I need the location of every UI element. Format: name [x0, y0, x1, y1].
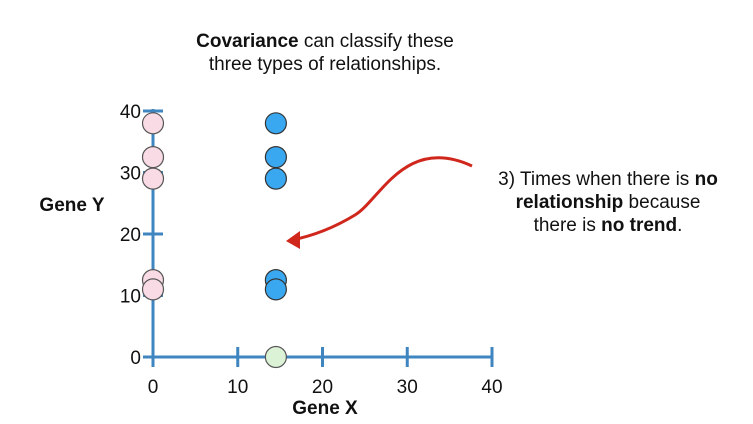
data-points — [141, 112, 287, 369]
annotation-mid: because — [623, 192, 701, 213]
y-axis-label: Gene Y — [39, 195, 104, 216]
annotation-text: 3) Times when there is no relationship b… — [462, 168, 753, 237]
data-point — [141, 278, 165, 301]
title-line1-rest: can classify these — [298, 31, 454, 52]
x-axis-label: Gene X — [292, 398, 358, 419]
data-point — [264, 345, 287, 369]
x-tick-label: 30 — [397, 377, 418, 398]
chart-title: Covariance can classify these three type… — [150, 30, 500, 76]
y-tick-label: 10 — [120, 287, 141, 308]
x-tick-label: 0 — [148, 377, 159, 398]
annotation-arrow — [291, 156, 473, 242]
title-bold: Covariance — [196, 31, 299, 52]
annotation-line3-prefix: there is — [533, 215, 602, 236]
data-point — [141, 112, 165, 135]
annotation-bold-no: no — [694, 169, 718, 190]
x-tick-label: 40 — [481, 377, 502, 398]
annotation-bold-no-trend: no trend — [601, 215, 678, 236]
y-tick-label: 20 — [120, 225, 141, 246]
y-tick-label: 40 — [120, 102, 141, 123]
x-tick-label: 10 — [227, 377, 248, 398]
y-tick-label: 30 — [120, 164, 141, 185]
data-point — [264, 112, 287, 135]
axes: 0 10 20 30 40 0 10 20 30 40 Gene X Gene Y — [39, 102, 502, 419]
data-point — [264, 278, 287, 301]
annotation-suffix: . — [677, 215, 683, 236]
data-point — [264, 167, 287, 190]
annotation-arrowhead — [286, 231, 300, 249]
annotation-prefix: 3) Times when there is — [498, 169, 695, 190]
annotation-bold-relationship: relationship — [515, 192, 624, 213]
title-line2: three types of relationships. — [208, 54, 442, 75]
y-tick-label: 0 — [130, 348, 141, 369]
data-point — [141, 167, 165, 190]
data-point — [264, 146, 287, 169]
data-point — [141, 146, 165, 169]
x-tick-label: 20 — [312, 377, 333, 398]
